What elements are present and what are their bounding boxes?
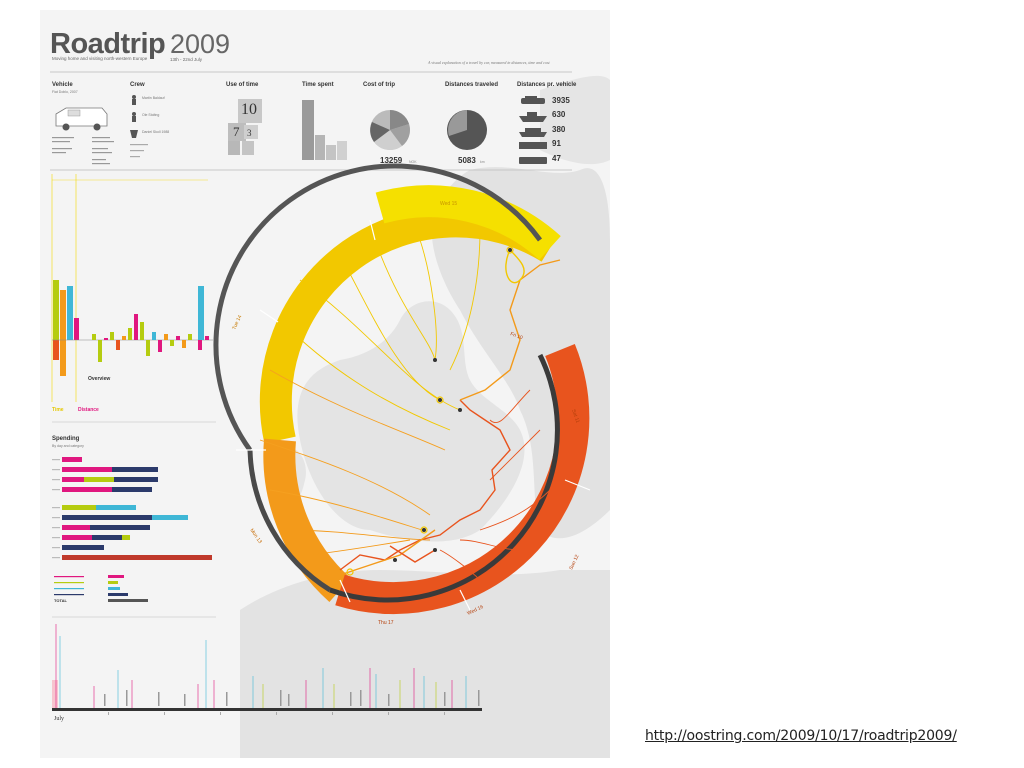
time-spent-bars (302, 100, 347, 160)
label-tue15: Sun 12 (568, 554, 580, 571)
crew-title: Crew (130, 82, 145, 88)
header-separator (50, 71, 572, 73)
timeline-month-label: July (54, 716, 65, 722)
legend-time: Time (52, 407, 64, 413)
overview-chart (51, 174, 213, 402)
label-tue14: Tue 14 (231, 314, 243, 331)
distances-traveled-value: 5083 (458, 156, 476, 165)
overview-label: Overview (88, 376, 111, 382)
distances-per-vehicle-title: Distances pr. vehicle (517, 82, 577, 88)
panel-separator-2 (52, 616, 216, 618)
label-mon14: Sat 11 (570, 409, 581, 424)
spending-bars (52, 457, 212, 602)
use-of-time-value-1: 10 (241, 101, 257, 118)
label-mon13: Mon 13 (248, 528, 263, 545)
crew-member-3: Daniel Skoll 1988 (142, 130, 170, 134)
vehicle-stats (52, 137, 114, 165)
distance-car-value: 3935 (552, 96, 570, 105)
distance-train-value: 91 (552, 139, 561, 148)
poster-tagline: A visual explanation of a travel by car,… (428, 60, 550, 65)
distances-traveled-title: Distances traveled (445, 82, 499, 88)
time-spent-title: Time spent (302, 82, 334, 88)
spending-title: Spending (52, 436, 80, 442)
distance-ferry-value: 630 (552, 110, 566, 119)
distance-bus-value: 47 (552, 154, 561, 163)
header-bottom-separator (50, 169, 572, 171)
cost-of-trip-unit: NOK (409, 160, 417, 164)
crew-icons (130, 95, 148, 158)
spending-total-label: TOTAL (54, 598, 67, 603)
vehicle-title: Vehicle (52, 82, 73, 88)
cost-of-trip-value: 13259 (380, 156, 403, 165)
distances-traveled-unit: km (480, 160, 485, 164)
poster-subtitle: Moving home and visiting north-western E… (52, 56, 148, 61)
label-wed16: Wed 16 (466, 604, 484, 617)
crew-member-2: Ole Stoltng (142, 113, 160, 117)
poster-date-range: 13th - 22nd July (170, 57, 203, 62)
use-of-time-title: Use of time (226, 82, 259, 88)
arc-yellow-top (375, 185, 561, 261)
poster-year: 2009 (170, 29, 231, 59)
use-of-time-value-3: 3 (247, 128, 252, 138)
timeline-chart (52, 624, 482, 715)
use-of-time-value-2: 7 (233, 124, 240, 139)
route-circle-chart: Wed 15 Tue 14 Mon 13 Thu 17 Wed 16 Sun 1… (213, 163, 591, 626)
use-of-time-boxes (228, 99, 262, 155)
vehicle-icons (519, 96, 547, 164)
spending-subtitle: By day and category (52, 444, 84, 448)
label-thu17: Thu 17 (378, 620, 394, 626)
vehicle-model: Fiat Doblo, 2007 (52, 90, 78, 94)
distances-traveled-pie (447, 110, 487, 150)
poster-title: Roadtrip (50, 28, 166, 60)
van-illustration (55, 107, 108, 131)
arc-orange (263, 438, 351, 602)
infographic-poster: Roadtrip 2009 Moving home and visiting n… (40, 10, 610, 758)
distance-boat-value: 380 (552, 125, 566, 134)
source-url-link[interactable]: http://oostring.com/2009/10/17/roadtrip2… (645, 728, 957, 744)
label-sun13: Fri 10 (509, 331, 523, 341)
crew-member-1: Martin Baldauf (142, 96, 165, 100)
legend-distance: Distance (78, 407, 99, 413)
label-wed15: Wed 15 (440, 201, 457, 207)
panel-separator (52, 421, 216, 423)
cost-of-trip-title: Cost of trip (363, 82, 395, 88)
cost-of-trip-pie (370, 110, 410, 150)
